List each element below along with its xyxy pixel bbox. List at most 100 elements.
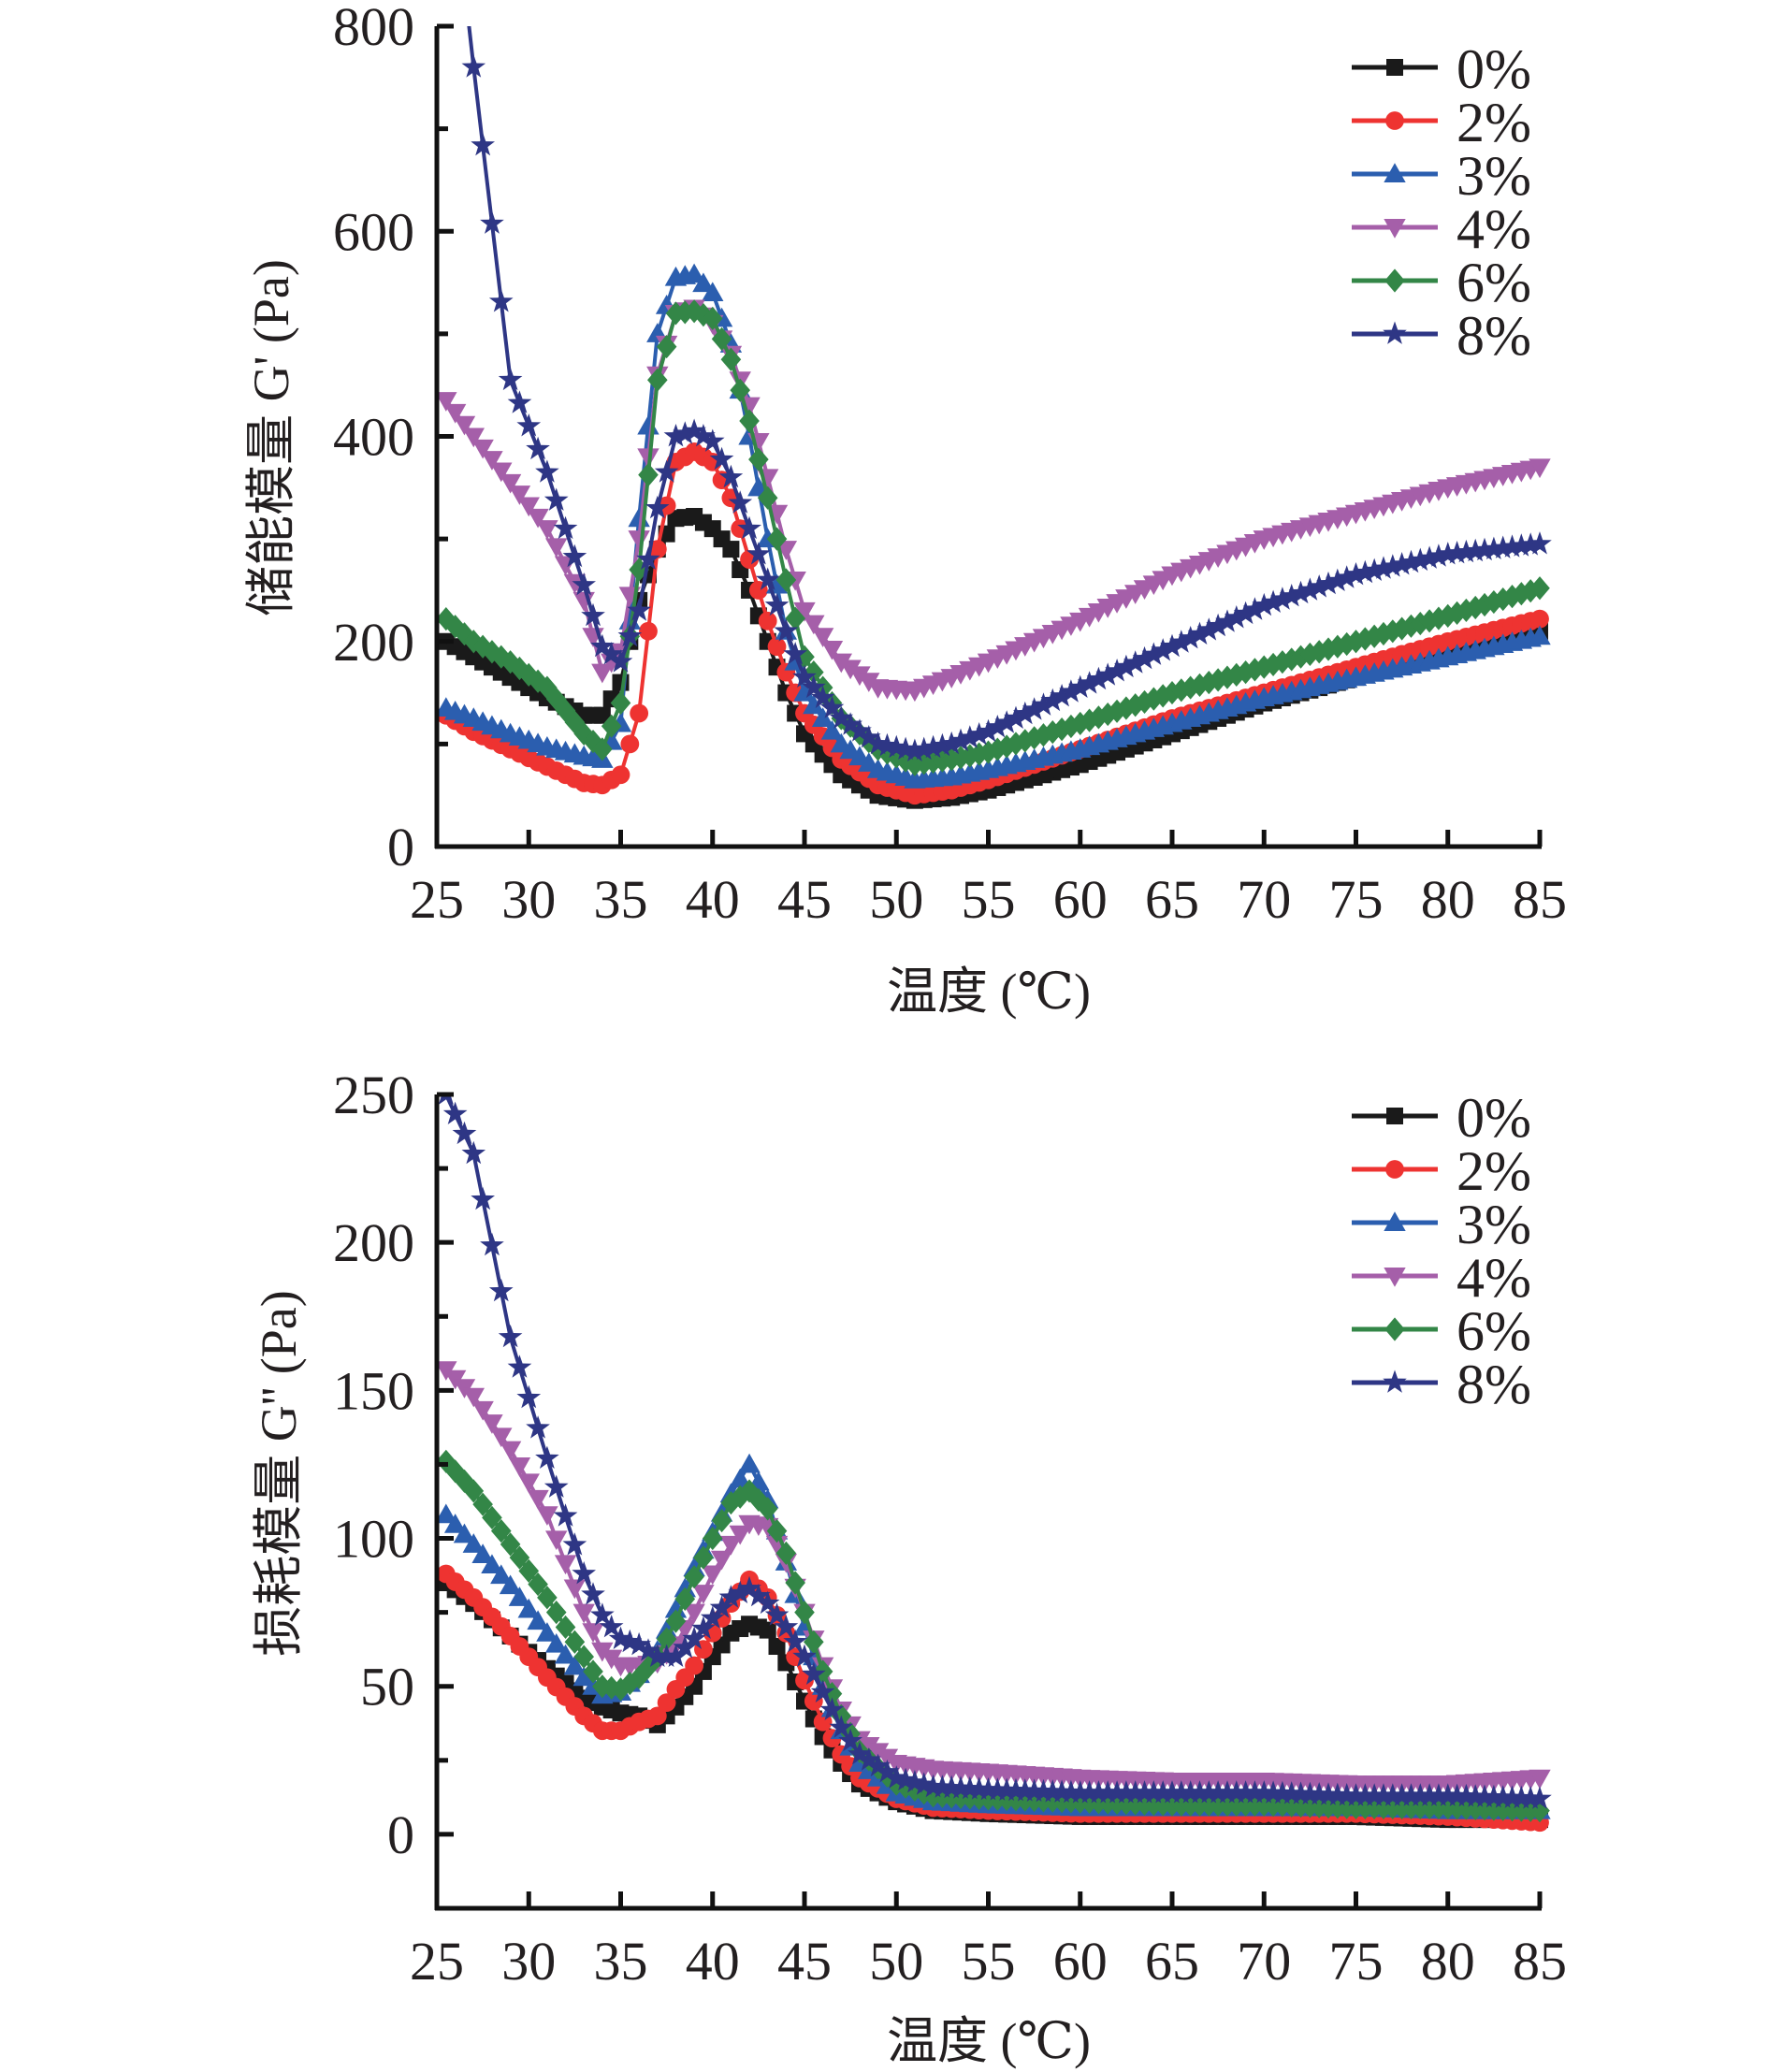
x-tick-label: 70 <box>1237 1931 1291 1992</box>
data-point <box>627 1631 651 1656</box>
data-point <box>792 1644 817 1667</box>
data-point <box>490 1427 513 1448</box>
data-point <box>499 1441 522 1461</box>
data-point <box>1419 609 1440 633</box>
data-point <box>1059 679 1083 703</box>
data-point <box>438 1094 454 1105</box>
data-point <box>1114 654 1138 678</box>
data-point <box>737 515 761 540</box>
data-point <box>608 1626 633 1649</box>
data-point <box>1381 554 1405 577</box>
data-point <box>564 710 586 734</box>
data-point <box>1141 1780 1167 1804</box>
data-point <box>1095 662 1121 686</box>
data-point <box>682 1626 706 1649</box>
data-point <box>462 1533 485 1553</box>
data-point <box>1141 642 1167 665</box>
x-tick-label: 35 <box>594 869 648 930</box>
data-point <box>1281 647 1302 672</box>
data-point <box>1509 1785 1534 1809</box>
data-point <box>554 1644 577 1664</box>
data-point <box>1059 1779 1083 1804</box>
series-6% <box>437 1449 1550 1823</box>
data-point <box>536 520 558 540</box>
data-point <box>1288 1781 1313 1804</box>
data-point <box>1529 576 1550 601</box>
legend-item: 0% <box>1352 1087 1531 1149</box>
data-point <box>454 622 475 646</box>
data-point <box>709 446 734 471</box>
data-point <box>848 666 871 687</box>
data-point <box>1178 1780 1203 1804</box>
data-point <box>562 543 587 568</box>
legend-item: 0% <box>1352 38 1531 100</box>
data-point <box>757 1497 778 1521</box>
data-point <box>1124 693 1146 717</box>
data-point <box>966 722 992 746</box>
data-point <box>958 725 982 748</box>
data-point <box>527 1489 549 1510</box>
data-point <box>1500 1785 1525 1808</box>
data-point <box>1362 558 1386 581</box>
data-point <box>757 485 778 510</box>
x-tick-label: 45 <box>777 869 832 930</box>
data-point <box>755 1590 780 1615</box>
x-tick-label: 55 <box>962 1931 1016 1992</box>
data-point <box>911 736 936 761</box>
data-point <box>1381 1783 1405 1806</box>
data-point <box>516 413 542 437</box>
legend-item: 3% <box>1352 145 1531 207</box>
data-point <box>1242 597 1268 620</box>
data-point <box>811 707 834 727</box>
data-point <box>590 633 615 658</box>
x-tick-label: 65 <box>1145 869 1199 930</box>
legend-marker-triangle-down-icon <box>1384 1268 1406 1287</box>
legend-item: 8% <box>1352 305 1531 367</box>
data-point <box>1500 534 1525 558</box>
data-point <box>1022 1778 1047 1802</box>
data-point <box>930 732 955 757</box>
legend: 0%2%3%4%6%8% <box>1352 38 1531 367</box>
data-point <box>949 1775 973 1799</box>
data-point <box>1389 1783 1414 1806</box>
data-point <box>720 347 742 371</box>
data-point <box>1454 1783 1479 1807</box>
data-point <box>471 1400 494 1421</box>
data-point <box>1371 556 1396 579</box>
data-point <box>581 602 605 627</box>
data-point <box>1316 1782 1340 1805</box>
data-point <box>1307 1782 1331 1805</box>
data-point <box>543 1474 569 1498</box>
data-point <box>601 1675 622 1700</box>
data-point <box>774 1615 799 1638</box>
x-tick-label: 80 <box>1421 1931 1475 1992</box>
data-point <box>509 1545 530 1570</box>
data-point <box>517 1598 540 1618</box>
data-point <box>1454 539 1479 563</box>
data-point <box>976 718 1001 743</box>
data-point <box>1160 633 1184 658</box>
data-point <box>1398 549 1424 573</box>
data-point <box>775 1541 797 1565</box>
data-point <box>518 1558 540 1583</box>
data-point <box>645 1644 670 1667</box>
data-point <box>1529 1769 1551 1789</box>
data-point <box>1463 1784 1488 1807</box>
data-point <box>1171 678 1192 703</box>
data-point <box>738 1453 761 1473</box>
data-point <box>1326 1782 1350 1806</box>
data-point <box>1371 1783 1396 1806</box>
data-point <box>1316 571 1340 595</box>
x-tick-label: 70 <box>1237 869 1291 930</box>
x-tick-label: 45 <box>777 1931 832 1992</box>
data-point <box>1398 1783 1424 1806</box>
data-point <box>1279 1781 1304 1804</box>
legend-marker-triangle-down-icon <box>1384 219 1406 239</box>
data-point <box>1297 1781 1323 1805</box>
x-tick-label: 55 <box>962 869 1016 930</box>
data-point <box>1518 1786 1543 1809</box>
data-point <box>590 1602 615 1626</box>
data-point <box>462 427 485 448</box>
data-point <box>1327 634 1348 659</box>
legend-item: 6% <box>1352 252 1531 313</box>
